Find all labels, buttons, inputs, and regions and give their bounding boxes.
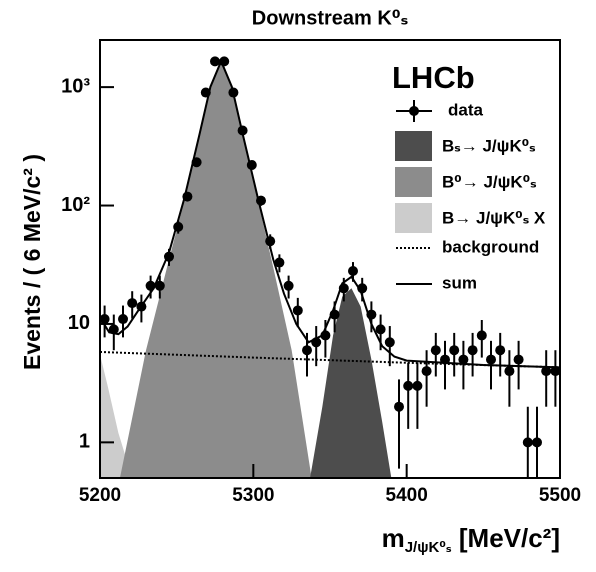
data-point <box>486 354 496 365</box>
component-area <box>310 288 392 478</box>
y-tick-label: 10² <box>61 194 90 216</box>
data-point <box>219 56 230 67</box>
data-point <box>348 265 358 276</box>
data-point <box>440 354 450 365</box>
data-point <box>495 345 506 356</box>
annotation: LHCb <box>392 60 475 95</box>
data-point <box>504 366 515 377</box>
data-point <box>283 280 294 291</box>
plot-area <box>100 56 560 478</box>
data-point <box>108 324 119 335</box>
component-area <box>119 61 312 478</box>
data-point <box>394 401 404 412</box>
legend-label: background <box>442 237 539 256</box>
legend-data-marker <box>409 106 419 116</box>
data-point <box>449 345 460 356</box>
x-tick-label: 5300 <box>232 485 274 506</box>
data-point <box>302 345 312 356</box>
y-tick-label: 10³ <box>61 75 90 97</box>
data-point <box>100 314 110 325</box>
data-point <box>182 191 193 202</box>
legend-label: Bₛ→ J/ψK⁰ₛ <box>442 136 536 155</box>
x-label-symbol: m <box>382 523 405 553</box>
data-point <box>403 380 414 391</box>
data-point <box>384 337 395 348</box>
legend-label: sum <box>442 273 477 292</box>
x-label-unit: [MeV/c²] <box>452 523 560 553</box>
legend-swatch <box>395 203 432 233</box>
data-point <box>127 298 138 309</box>
data-point <box>164 251 174 262</box>
data-point <box>522 437 533 448</box>
data-point <box>513 354 524 365</box>
data-point <box>145 280 156 291</box>
data-point <box>366 309 377 320</box>
data-point <box>246 159 257 170</box>
data-point <box>320 330 331 341</box>
data-point <box>228 87 239 98</box>
data-point <box>191 157 202 168</box>
data-point <box>274 257 285 268</box>
y-tick-label: 1 <box>79 431 90 453</box>
data-point <box>476 330 487 341</box>
data-point <box>173 221 184 232</box>
data-point <box>200 87 211 98</box>
data-point <box>256 195 266 206</box>
data-point <box>430 345 441 356</box>
sum-line <box>100 58 560 369</box>
data-point <box>550 366 560 377</box>
data-point <box>357 283 368 294</box>
data-point <box>118 314 128 325</box>
data-point <box>329 309 340 320</box>
data-point <box>265 236 276 247</box>
chart-title: Downstream K⁰ₛ <box>252 7 409 29</box>
x-tick-label: 5500 <box>539 485 581 506</box>
data-point <box>421 366 432 377</box>
x-tick-label: 5200 <box>79 485 121 506</box>
data-point <box>467 345 478 356</box>
data-point <box>458 354 469 365</box>
data-point <box>292 305 303 316</box>
data-point <box>338 283 349 294</box>
legend-label: B→ J/ψK⁰ₛ X <box>442 208 546 227</box>
component-area <box>100 354 133 478</box>
data-point <box>375 324 386 335</box>
data-point <box>311 337 322 348</box>
data-point <box>237 125 248 136</box>
plot-frame <box>99 39 561 479</box>
data-point <box>541 366 552 377</box>
y-tick-label: 10 <box>68 312 90 334</box>
background-line <box>100 350 560 369</box>
data-point <box>136 301 147 312</box>
data-point <box>154 280 165 291</box>
legend-label: data <box>448 100 484 119</box>
x-axis-label: mJ/ψK⁰ₛ [MeV/c²] <box>382 523 560 556</box>
data-point <box>210 56 220 67</box>
axes: 5200 5300 5400 5500 1 10 10² 10³ data Bₛ→ J/ψK⁰ₛ B… <box>61 39 581 506</box>
legend-label: B⁰→ J/ψK⁰ₛ <box>442 172 537 191</box>
legend-swatch <box>395 167 432 197</box>
x-label-subscript: J/ψK⁰ₛ <box>405 539 452 556</box>
data-point <box>532 437 542 448</box>
x-tick-label: 5400 <box>386 485 428 506</box>
y-axis-label: Events / ( 6 MeV/c² ) <box>19 154 45 370</box>
data-point <box>412 380 423 391</box>
legend-swatch <box>395 131 432 161</box>
